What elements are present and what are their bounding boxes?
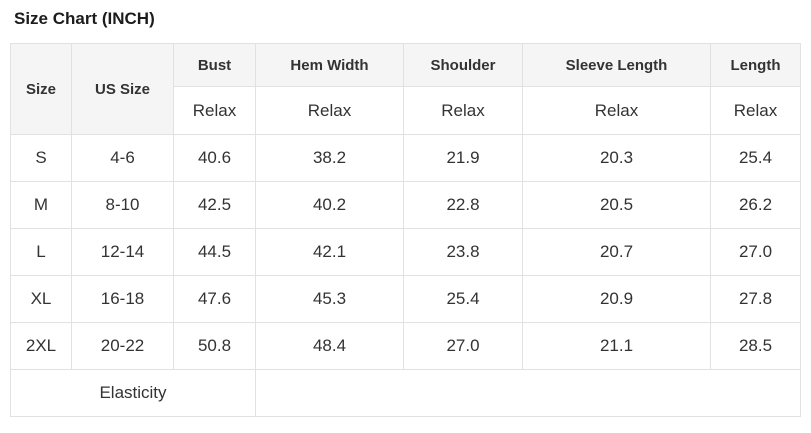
us-size-cell: 16-18 [71, 275, 174, 323]
sleeve-length-cell: 20.7 [522, 228, 711, 276]
sleeve-length-cell: 20.3 [522, 134, 711, 182]
shoulder-cell: 23.8 [403, 228, 523, 276]
fit-cell-bust: Relax [173, 86, 256, 135]
header-row: Size US Size Bust Hem Width Shoulder Sle… [10, 43, 801, 135]
us-size-cell: 8-10 [71, 181, 174, 229]
size-cell: S [10, 134, 72, 182]
table-row-s: S 4-6 40.6 38.2 21.9 20.3 25.4 [10, 134, 801, 182]
size-chart-table: Size US Size Bust Hem Width Shoulder Sle… [10, 43, 801, 417]
bust-cell: 47.6 [173, 275, 256, 323]
fit-row: Relax Relax Relax Relax Relax [11, 86, 801, 135]
bust-cell: 40.6 [173, 134, 256, 182]
length-cell: 28.5 [710, 322, 801, 370]
size-chart-section: Size Chart (INCH) Size US Size Bust Hem … [10, 9, 801, 417]
hem-width-cell: 40.2 [255, 181, 404, 229]
shoulder-cell: 27.0 [403, 322, 523, 370]
table-row-m: M 8-10 42.5 40.2 22.8 20.5 26.2 [10, 181, 801, 229]
us-size-cell: 12-14 [71, 228, 174, 276]
fit-cell-shoulder: Relax [403, 86, 523, 135]
column-header-hem-width: Hem Width [255, 43, 404, 87]
table-row-xl: XL 16-18 47.6 45.3 25.4 20.9 27.8 [10, 275, 801, 323]
fit-cell-hem-width: Relax [255, 86, 404, 135]
fit-cell-length: Relax [710, 86, 801, 135]
sleeve-length-cell: 20.5 [522, 181, 711, 229]
length-cell: 27.8 [710, 275, 801, 323]
us-size-cell: 4-6 [71, 134, 174, 182]
column-header-shoulder: Shoulder [403, 43, 523, 87]
column-header-length: Length [710, 43, 801, 87]
size-cell: M [10, 181, 72, 229]
column-header-bust: Bust [173, 43, 256, 87]
hem-width-cell: 48.4 [255, 322, 404, 370]
length-cell: 26.2 [710, 181, 801, 229]
elasticity-value-cell [255, 369, 801, 417]
shoulder-cell: 21.9 [403, 134, 523, 182]
size-cell: L [10, 228, 72, 276]
column-header-us-size: US Size [71, 43, 174, 135]
column-header-size: Size [10, 43, 72, 135]
table-row-2xl: 2XL 20-22 50.8 48.4 27.0 21.1 28.5 [10, 322, 801, 370]
us-size-cell: 20-22 [71, 322, 174, 370]
length-cell: 25.4 [710, 134, 801, 182]
table-row-l: L 12-14 44.5 42.1 23.8 20.7 27.0 [10, 228, 801, 276]
fit-cell-sleeve-length: Relax [522, 86, 711, 135]
size-cell: 2XL [10, 322, 72, 370]
sleeve-length-cell: 20.9 [522, 275, 711, 323]
hem-width-cell: 45.3 [255, 275, 404, 323]
elasticity-row: Elasticity [10, 369, 801, 417]
sleeve-length-cell: 21.1 [522, 322, 711, 370]
bust-cell: 50.8 [173, 322, 256, 370]
elasticity-label-cell: Elasticity [10, 369, 256, 417]
bust-cell: 42.5 [173, 181, 256, 229]
bust-cell: 44.5 [173, 228, 256, 276]
size-cell: XL [10, 275, 72, 323]
shoulder-cell: 25.4 [403, 275, 523, 323]
shoulder-cell: 22.8 [403, 181, 523, 229]
page-title: Size Chart (INCH) [14, 9, 155, 28]
length-cell: 27.0 [710, 228, 801, 276]
hem-width-cell: 38.2 [255, 134, 404, 182]
hem-width-cell: 42.1 [255, 228, 404, 276]
column-header-sleeve-length: Sleeve Length [522, 43, 711, 87]
